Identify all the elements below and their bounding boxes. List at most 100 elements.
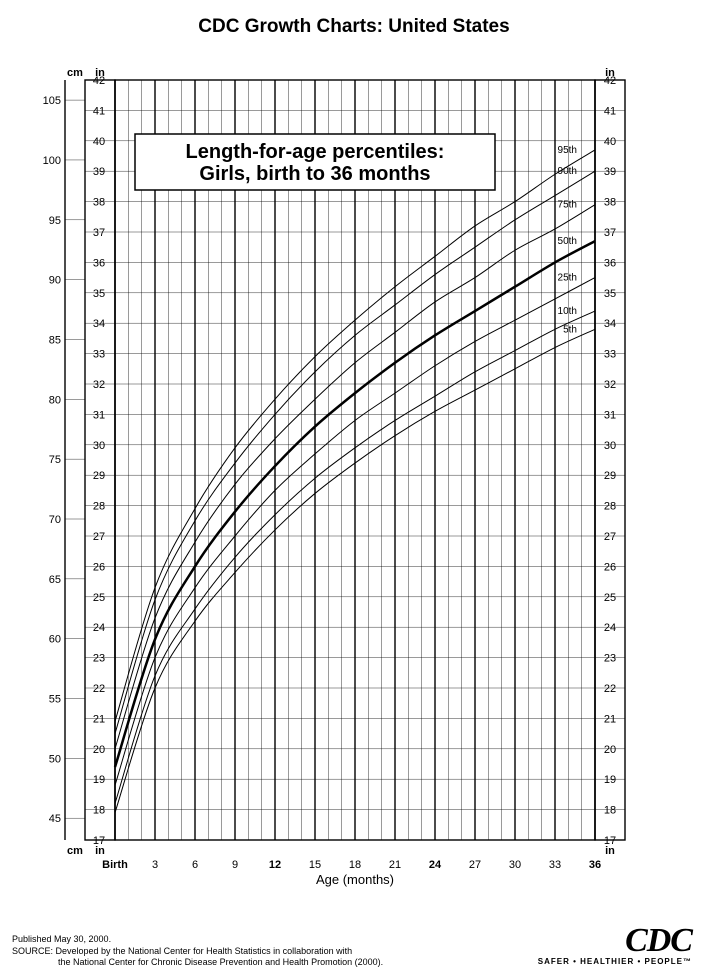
svg-text:35: 35 (93, 288, 105, 300)
svg-text:40: 40 (93, 136, 105, 148)
svg-text:23: 23 (93, 653, 105, 665)
svg-text:34: 34 (604, 318, 616, 330)
svg-text:95: 95 (49, 215, 61, 227)
svg-text:65: 65 (49, 574, 61, 586)
svg-text:30: 30 (509, 859, 521, 871)
svg-text:37: 37 (93, 227, 105, 239)
svg-text:21: 21 (604, 713, 616, 725)
svg-text:45: 45 (49, 813, 61, 825)
svg-text:in: in (605, 845, 615, 857)
svg-text:in: in (95, 67, 105, 79)
svg-text:95th: 95th (558, 145, 577, 156)
svg-text:9: 9 (232, 859, 238, 871)
svg-text:10th: 10th (558, 306, 577, 317)
svg-text:31: 31 (604, 409, 616, 421)
svg-text:75: 75 (49, 454, 61, 466)
svg-text:6: 6 (192, 859, 198, 871)
svg-text:20: 20 (93, 744, 105, 756)
svg-text:55: 55 (49, 694, 61, 706)
svg-text:25th: 25th (558, 273, 577, 284)
svg-text:40: 40 (604, 136, 616, 148)
svg-text:26: 26 (604, 561, 616, 573)
svg-text:33: 33 (93, 349, 105, 361)
svg-text:33: 33 (604, 349, 616, 361)
svg-text:19: 19 (93, 774, 105, 786)
svg-text:20: 20 (604, 744, 616, 756)
footer-text: Published May 30, 2000. SOURCE: Develope… (12, 934, 383, 968)
svg-text:27: 27 (604, 531, 616, 543)
svg-text:19: 19 (604, 774, 616, 786)
svg-text:50th: 50th (558, 236, 577, 247)
svg-text:90th: 90th (558, 166, 577, 177)
svg-text:21: 21 (93, 713, 105, 725)
svg-text:25: 25 (604, 592, 616, 604)
svg-text:in: in (605, 67, 615, 79)
svg-text:50: 50 (49, 753, 61, 765)
svg-text:24: 24 (429, 859, 442, 871)
svg-text:34: 34 (93, 318, 105, 330)
svg-text:cm: cm (67, 845, 83, 857)
svg-text:27: 27 (93, 531, 105, 543)
svg-text:28: 28 (93, 501, 105, 513)
svg-text:39: 39 (93, 166, 105, 178)
svg-text:24: 24 (604, 622, 616, 634)
svg-text:5th: 5th (563, 324, 577, 335)
svg-text:15: 15 (309, 859, 321, 871)
svg-text:27: 27 (469, 859, 481, 871)
svg-text:100: 100 (43, 155, 61, 167)
svg-text:30: 30 (93, 440, 105, 452)
svg-text:39: 39 (604, 166, 616, 178)
svg-text:18: 18 (93, 805, 105, 817)
svg-text:Birth: Birth (102, 859, 128, 871)
svg-text:in: in (95, 845, 105, 857)
svg-text:33: 33 (549, 859, 561, 871)
svg-text:37: 37 (604, 227, 616, 239)
svg-text:35: 35 (604, 288, 616, 300)
svg-text:26: 26 (93, 561, 105, 573)
source-line-2: the National Center for Chronic Disease … (12, 957, 383, 968)
svg-text:cm: cm (67, 67, 83, 79)
svg-text:24: 24 (93, 622, 105, 634)
page: CDC Growth Charts: United States 45 50 55 6… (0, 0, 708, 976)
svg-text:12: 12 (269, 859, 281, 871)
svg-text:3: 3 (152, 859, 158, 871)
cdc-tagline: SAFER • HEALTHIER • PEOPLE™ (538, 957, 692, 966)
published-line: Published May 30, 2000. (12, 934, 383, 945)
source-line-1: SOURCE: Developed by the National Center… (12, 946, 383, 957)
svg-text:90: 90 (49, 275, 61, 287)
svg-text:31: 31 (93, 409, 105, 421)
svg-text:41: 41 (604, 105, 616, 117)
svg-text:36: 36 (604, 257, 616, 269)
svg-text:18: 18 (604, 805, 616, 817)
svg-text:30: 30 (604, 440, 616, 452)
svg-text:29: 29 (604, 470, 616, 482)
svg-text:38: 38 (604, 197, 616, 209)
svg-text:70: 70 (49, 514, 61, 526)
svg-text:38: 38 (93, 197, 105, 209)
svg-text:22: 22 (93, 683, 105, 695)
svg-text:Length-for-age percentiles:: Length-for-age percentiles: (186, 141, 445, 163)
svg-text:Age (months): Age (months) (316, 872, 394, 887)
svg-text:23: 23 (604, 653, 616, 665)
svg-text:21: 21 (389, 859, 401, 871)
svg-text:36: 36 (93, 257, 105, 269)
svg-text:80: 80 (49, 394, 61, 406)
svg-text:105: 105 (43, 95, 61, 107)
svg-text:28: 28 (604, 501, 616, 513)
svg-text:29: 29 (93, 470, 105, 482)
svg-text:22: 22 (604, 683, 616, 695)
svg-text:75th: 75th (558, 200, 577, 211)
cdc-logotype: CDC (538, 926, 692, 957)
cdc-logo: CDC SAFER • HEALTHIER • PEOPLE™ (538, 926, 692, 966)
svg-text:36: 36 (589, 859, 601, 871)
svg-text:41: 41 (93, 105, 105, 117)
svg-text:25: 25 (93, 592, 105, 604)
svg-text:60: 60 (49, 634, 61, 646)
chart-svg: 4550556065707580859095100105171718181919… (40, 60, 670, 920)
growth-chart: 4550556065707580859095100105171718181919… (40, 60, 670, 880)
page-title: CDC Growth Charts: United States (0, 16, 708, 38)
svg-text:85: 85 (49, 334, 61, 346)
svg-text:18: 18 (349, 859, 361, 871)
svg-text:32: 32 (93, 379, 105, 391)
svg-text:32: 32 (604, 379, 616, 391)
